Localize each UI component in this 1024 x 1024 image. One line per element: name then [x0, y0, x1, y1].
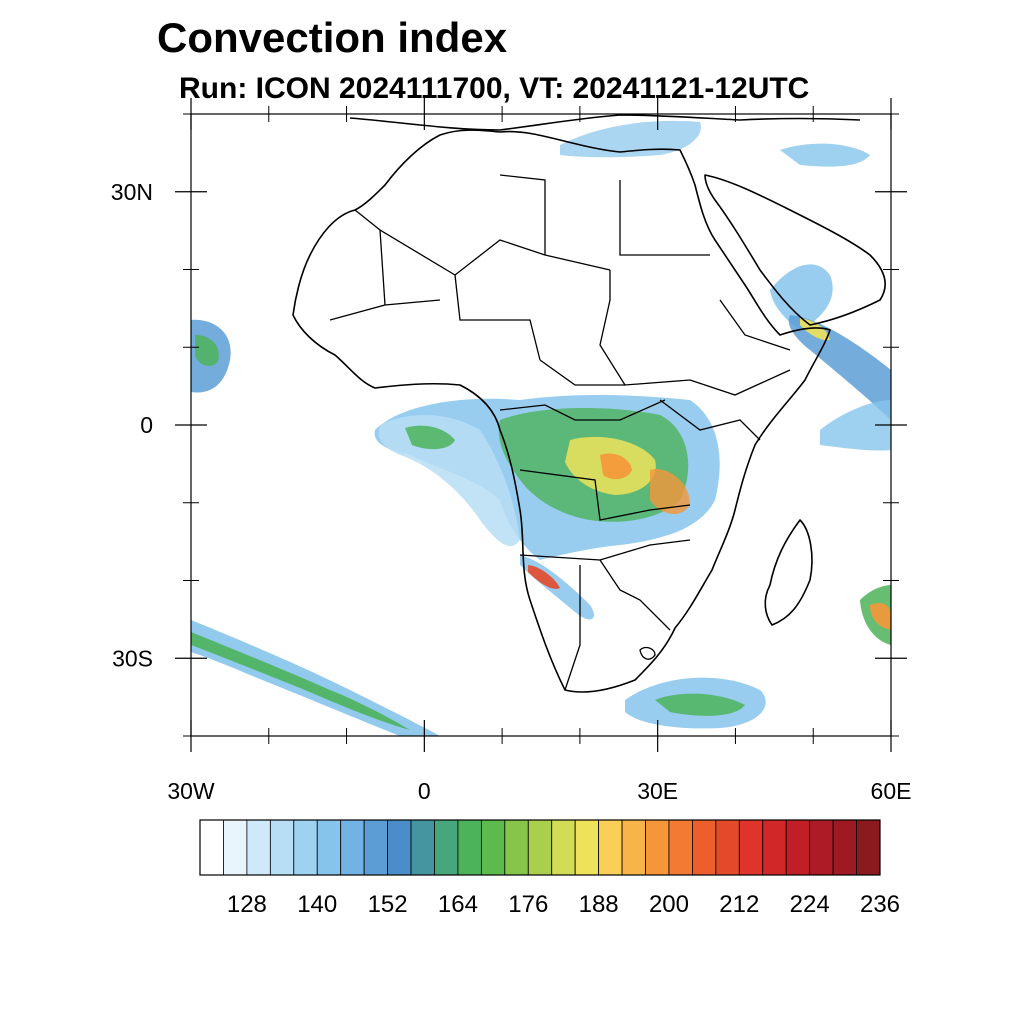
lat-tick-label: 30S — [112, 645, 153, 671]
colorbar-swatch — [809, 819, 834, 876]
chart-subtitle: Run: ICON 2024111700, VT: 20241121-12UTC — [179, 72, 810, 105]
convection-field — [191, 120, 891, 736]
colorbar-label: 164 — [438, 891, 478, 918]
field-region-southwest-band-core — [191, 632, 410, 730]
colorbar-swatch — [738, 819, 764, 876]
colorbar-swatch — [316, 819, 342, 876]
field-region-west-atlantic-core — [195, 335, 219, 366]
colorbar-swatch — [457, 819, 482, 876]
colorbar-swatch — [223, 819, 248, 876]
field-region-madagascar-core — [870, 603, 891, 630]
colorbar-swatch — [246, 819, 271, 876]
field-region-atlantic-core — [405, 425, 455, 450]
lon-tick-label: 30E — [637, 778, 678, 804]
colorbar-swatch — [645, 819, 670, 876]
country-borders — [329, 174, 791, 691]
colorbar-swatch — [504, 819, 529, 876]
colorbar-label: 152 — [368, 891, 408, 918]
colorbar-swatch — [363, 819, 388, 876]
field-region-south-coast-core — [655, 693, 745, 716]
lat-tick-label: 30N — [111, 179, 153, 205]
field-region-lake-victoria — [650, 469, 690, 515]
colorbar-swatch — [480, 819, 506, 876]
colorbar-swatch — [410, 819, 435, 876]
field-region-east-med — [780, 143, 870, 167]
colorbar-swatch — [340, 819, 365, 876]
lon-tick-label: 30W — [167, 778, 215, 804]
axis-ticks: 30N 0 30S 30W 0 30E 60E — [111, 98, 912, 804]
chart-title: Convection index — [157, 14, 508, 61]
field-region-atlantic-tongue — [378, 414, 520, 547]
colorbar-swatch — [387, 819, 412, 876]
colorbar-swatch — [574, 819, 600, 876]
colorbar-swatch — [832, 819, 857, 876]
colorbar-label: 212 — [719, 891, 759, 918]
colorbar-label: 176 — [508, 891, 548, 918]
colorbar-swatch — [856, 819, 881, 876]
colorbar-swatch — [434, 819, 459, 876]
madagascar-outline — [764, 519, 813, 626]
colorbar-swatch — [762, 819, 787, 876]
colorbar-label: 128 — [227, 891, 267, 918]
colorbar-swatch — [199, 819, 224, 876]
colorbar-swatch — [621, 819, 646, 876]
arabia-outline — [704, 174, 886, 326]
colorbar-swatch — [293, 819, 318, 876]
lon-tick-label: 60E — [871, 778, 912, 804]
lon-tick-label: 0 — [418, 778, 431, 804]
colorbar-swatch — [527, 819, 553, 876]
colorbar-swatch — [785, 819, 811, 876]
field-region-arabian-sea — [788, 315, 891, 420]
colorbar-swatch — [269, 819, 295, 876]
colorbar-frame — [199, 819, 881, 876]
colorbar-label: 140 — [297, 891, 337, 918]
lat-tick-label: 0 — [140, 412, 153, 438]
field-region-horn — [770, 264, 833, 330]
field-region-indian-ocean — [820, 400, 891, 451]
field-region-central-africa-peak — [600, 453, 632, 480]
colorbar-swatch — [715, 819, 740, 876]
colorbar-label: 188 — [579, 891, 619, 918]
colorbar-label: 200 — [649, 891, 689, 918]
coastlines — [292, 114, 886, 693]
colorbar-label: 236 — [860, 891, 900, 918]
colorbar: 128 140 152 164 176 188 200 212 224 236 — [199, 819, 900, 918]
colorbar-label: 224 — [790, 891, 830, 918]
europe-outline — [349, 114, 861, 131]
colorbar-swatch — [551, 819, 576, 876]
field-region-southwest-band — [191, 620, 440, 736]
field-region-namibia-core — [528, 565, 560, 589]
colorbar-swatch — [692, 819, 717, 876]
colorbar-swatch — [598, 819, 623, 876]
colorbar-swatch — [668, 819, 693, 876]
